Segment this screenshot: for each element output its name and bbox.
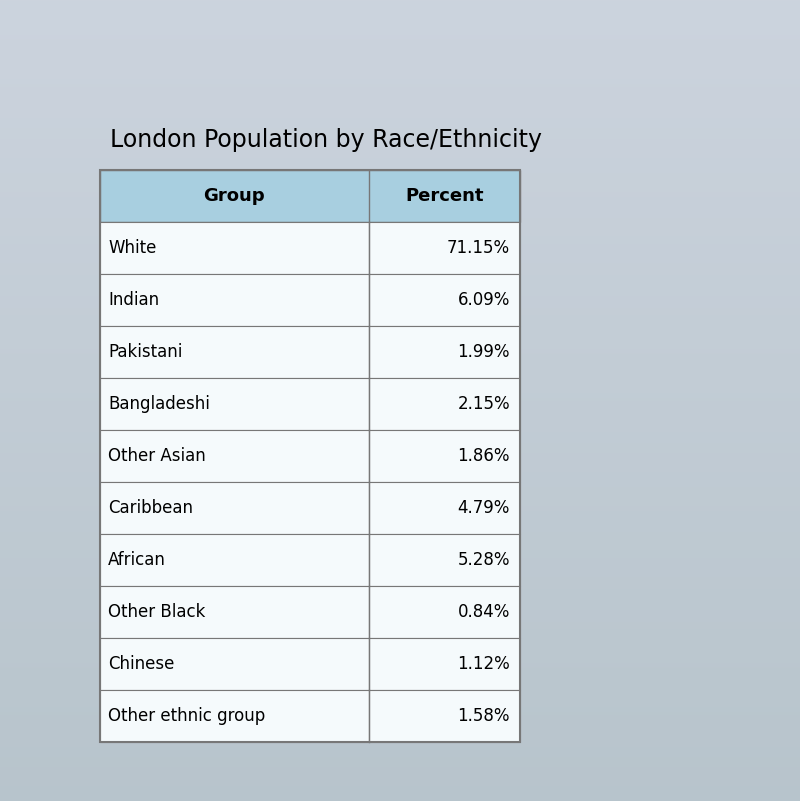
Text: 1.12%: 1.12% <box>458 655 510 673</box>
Bar <box>100 170 520 742</box>
Text: Pakistani: Pakistani <box>108 343 182 361</box>
Bar <box>369 638 520 690</box>
Text: 1.99%: 1.99% <box>458 343 510 361</box>
Bar <box>100 378 369 430</box>
Text: 6.09%: 6.09% <box>458 291 510 309</box>
Text: Other Asian: Other Asian <box>108 447 206 465</box>
Text: Percent: Percent <box>405 187 484 205</box>
Bar <box>100 586 369 638</box>
Text: White: White <box>108 239 156 257</box>
Bar <box>369 222 520 274</box>
Bar <box>100 170 520 222</box>
Bar <box>369 534 520 586</box>
Bar <box>100 222 369 274</box>
Text: 1.86%: 1.86% <box>458 447 510 465</box>
Text: Other ethnic group: Other ethnic group <box>108 707 266 725</box>
Text: Bangladeshi: Bangladeshi <box>108 395 210 413</box>
Bar <box>369 430 520 482</box>
Text: Group: Group <box>203 187 266 205</box>
Bar <box>369 326 520 378</box>
Text: London Population by Race/Ethnicity: London Population by Race/Ethnicity <box>110 128 542 152</box>
Text: 5.28%: 5.28% <box>458 551 510 569</box>
Text: Caribbean: Caribbean <box>108 499 193 517</box>
Bar <box>369 690 520 742</box>
Bar <box>369 378 520 430</box>
Bar <box>100 534 369 586</box>
Bar <box>100 274 369 326</box>
Bar <box>100 430 369 482</box>
Bar <box>100 326 369 378</box>
Text: 1.58%: 1.58% <box>458 707 510 725</box>
Text: African: African <box>108 551 166 569</box>
Bar <box>100 690 369 742</box>
Text: Other Black: Other Black <box>108 603 206 621</box>
Text: Indian: Indian <box>108 291 159 309</box>
Text: Chinese: Chinese <box>108 655 174 673</box>
Bar <box>100 638 369 690</box>
Text: 71.15%: 71.15% <box>447 239 510 257</box>
Bar <box>369 482 520 534</box>
Text: 4.79%: 4.79% <box>458 499 510 517</box>
Bar <box>100 482 369 534</box>
Bar <box>369 586 520 638</box>
Text: 2.15%: 2.15% <box>458 395 510 413</box>
Text: 0.84%: 0.84% <box>458 603 510 621</box>
Bar <box>369 274 520 326</box>
